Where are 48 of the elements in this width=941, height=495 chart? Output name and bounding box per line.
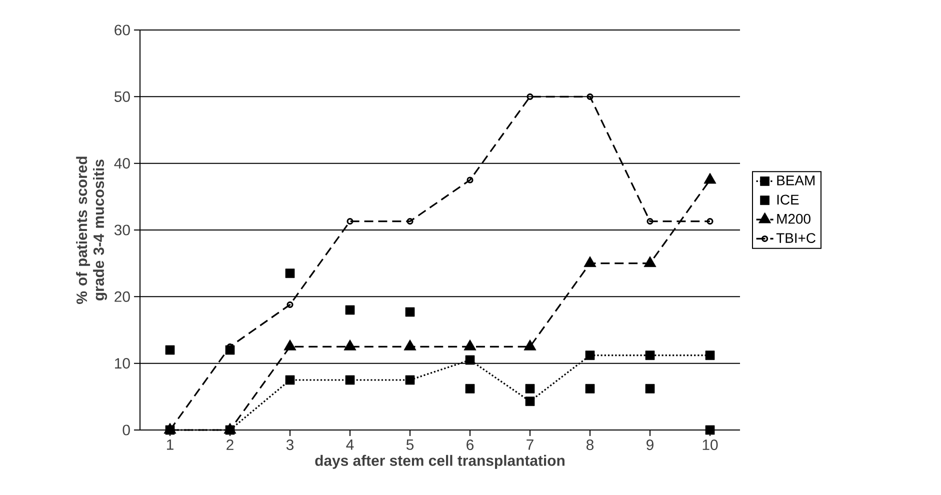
y-tick-label: 50 bbox=[114, 91, 130, 102]
point bbox=[706, 218, 714, 225]
x-tick-label: 10 bbox=[702, 439, 718, 450]
point bbox=[285, 268, 295, 278]
point bbox=[406, 218, 414, 225]
legend-label: TBI+C bbox=[776, 233, 816, 243]
x-tick-label: 2 bbox=[226, 439, 234, 450]
point bbox=[646, 218, 654, 225]
point bbox=[705, 425, 715, 435]
point bbox=[585, 384, 595, 394]
y-tick-label: 30 bbox=[114, 224, 130, 236]
point bbox=[465, 384, 475, 394]
y-tick-label: 0 bbox=[122, 424, 130, 436]
point bbox=[405, 375, 415, 385]
y-tick-label: 40 bbox=[114, 158, 130, 169]
point bbox=[645, 384, 655, 394]
point bbox=[286, 301, 294, 308]
y-axis-title: % of patients scored grade 3-4 mucositis bbox=[76, 156, 108, 304]
y-tick-label: 20 bbox=[114, 291, 130, 302]
x-tick-label: 4 bbox=[346, 439, 354, 450]
point bbox=[405, 307, 415, 317]
point bbox=[285, 375, 295, 385]
legend-label: ICE bbox=[777, 194, 799, 205]
point bbox=[705, 350, 715, 360]
legend-label: M200 bbox=[777, 214, 810, 224]
x-tick-label: 6 bbox=[466, 439, 474, 450]
point bbox=[346, 218, 354, 225]
x-tick-label: 7 bbox=[526, 439, 534, 450]
point bbox=[586, 93, 594, 100]
point bbox=[465, 355, 475, 365]
point bbox=[345, 305, 355, 315]
point bbox=[466, 176, 474, 184]
x-tick-label: 1 bbox=[166, 439, 174, 450]
x-tick-label: 8 bbox=[586, 439, 594, 450]
point bbox=[345, 375, 355, 385]
point bbox=[165, 345, 175, 355]
point bbox=[526, 93, 534, 100]
legend-label: BEAM bbox=[777, 176, 814, 186]
x-tick-label: 5 bbox=[406, 439, 414, 450]
x-tick-label: 3 bbox=[286, 439, 294, 450]
point bbox=[585, 350, 595, 360]
point bbox=[525, 384, 535, 394]
x-tick-label: 9 bbox=[646, 439, 654, 450]
x-axis-title: days after stem cell transplantation bbox=[315, 454, 564, 469]
point bbox=[645, 350, 655, 360]
y-tick-label: 60 bbox=[114, 24, 130, 36]
point bbox=[525, 396, 535, 406]
y-tick-label: 10 bbox=[115, 358, 130, 369]
